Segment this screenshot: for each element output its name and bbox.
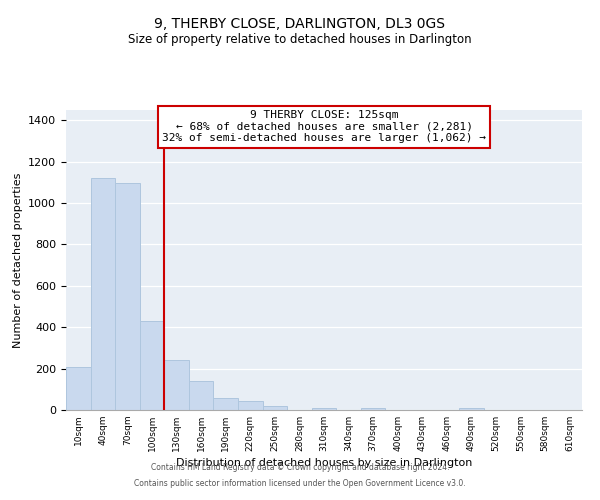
Bar (164, 360, 189, 410)
Bar (312, 408, 336, 410)
Text: Size of property relative to detached houses in Darlington: Size of property relative to detached ho… (128, 32, 472, 46)
Y-axis label: Number of detached properties: Number of detached properties (13, 172, 23, 348)
Bar (361, 408, 385, 410)
Bar (263, 406, 287, 410)
Text: 9, THERBY CLOSE, DARLINGTON, DL3 0GS: 9, THERBY CLOSE, DARLINGTON, DL3 0GS (155, 18, 445, 32)
Bar (214, 398, 238, 410)
Bar (189, 381, 214, 410)
Text: Contains HM Land Registry data © Crown copyright and database right 2024.: Contains HM Land Registry data © Crown c… (151, 464, 449, 472)
Bar (115, 184, 140, 410)
Bar (140, 321, 164, 410)
Bar (238, 400, 263, 410)
Bar (66, 366, 91, 410)
X-axis label: Distribution of detached houses by size in Darlington: Distribution of detached houses by size … (176, 458, 472, 468)
Bar (91, 178, 115, 410)
Bar (459, 408, 484, 410)
Text: 9 THERBY CLOSE: 125sqm
← 68% of detached houses are smaller (2,281)
32% of semi-: 9 THERBY CLOSE: 125sqm ← 68% of detached… (162, 110, 486, 143)
Text: Contains public sector information licensed under the Open Government Licence v3: Contains public sector information licen… (134, 478, 466, 488)
